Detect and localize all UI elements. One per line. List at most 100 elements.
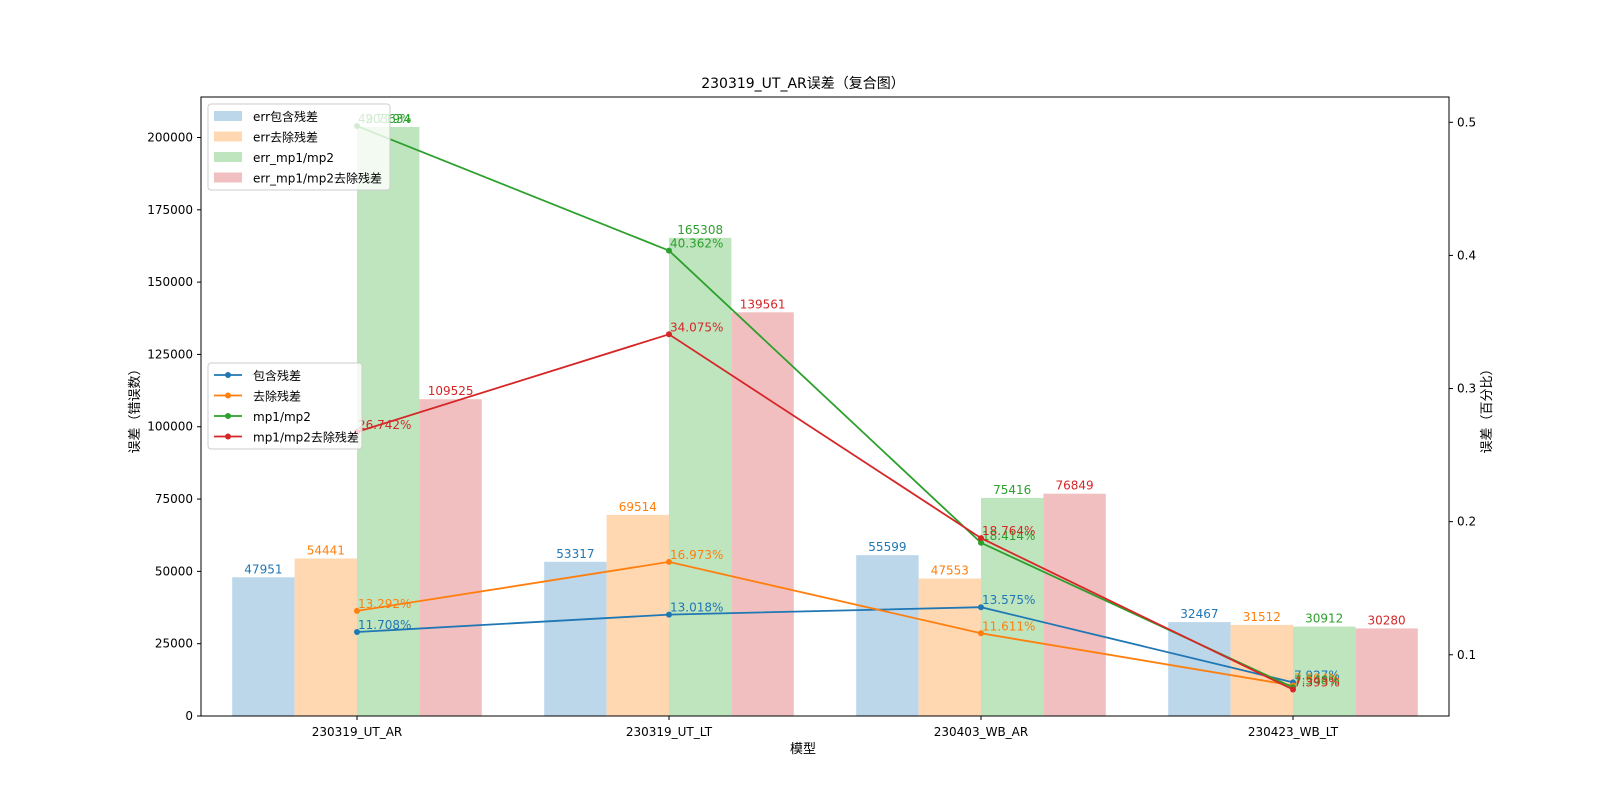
bar-1-3 [856, 555, 919, 716]
line-value-label: 13.575% [982, 593, 1035, 607]
bar-legend-label: err去除残差 [253, 130, 318, 145]
bar-2-3 [918, 578, 981, 716]
bar-legend-swatch [214, 111, 242, 121]
line-point-4-2 [666, 331, 672, 338]
bar-legend-label: err_mp1/mp2去除残差 [253, 171, 382, 186]
line-value-label: 40.362% [670, 237, 723, 251]
line-point-2-1 [354, 607, 360, 614]
y-tick-label: 125000 [147, 347, 193, 361]
line-point-1-3 [978, 604, 984, 611]
plot-area: 47951 53317 55599 32467 54441 69514 47553 31512… [147, 96, 1476, 739]
line-series-3 [356, 125, 1294, 689]
bar-value-label: 31512 [1243, 610, 1281, 624]
y2-tick-label: 0.3 [1457, 382, 1476, 396]
line-value-label: 13.292% [358, 597, 411, 611]
line-legend-marker [225, 413, 231, 419]
line-value-label: 18.764% [982, 524, 1035, 538]
bar-value-label: 139561 [740, 297, 786, 311]
bar-4-4 [1355, 628, 1418, 716]
line-point-1-1 [354, 629, 360, 635]
line-value-label: 11.611% [982, 619, 1035, 633]
bar-2-1 [294, 558, 357, 716]
bar-value-label: 165308 [677, 223, 723, 237]
bar-1-1 [232, 577, 295, 716]
bar-value-label: 69514 [619, 500, 657, 514]
line-legend-marker [225, 392, 231, 399]
x-tick-label: 230319_UT_AR [312, 725, 402, 739]
y-tick-label: 200000 [147, 130, 193, 144]
line-value-label: 16.973% [670, 548, 723, 562]
x-tick-label: 230319_UT_LT [626, 725, 713, 739]
bar-1-2 [544, 561, 607, 716]
y-tick-label: 100000 [147, 420, 193, 434]
bar-4-2 [731, 312, 794, 716]
line-point-4-4 [1290, 686, 1296, 693]
line-series-1 [356, 606, 1294, 684]
y-tick-label: 25000 [155, 637, 193, 651]
bar-value-label: 30280 [1368, 613, 1406, 627]
bar-value-label: 30912 [1305, 612, 1343, 626]
axes-frame [200, 96, 1450, 717]
line-legend-label: mp1/mp2 [253, 410, 311, 424]
line-value-label: 7.393% [1294, 676, 1340, 690]
y2-axis-label: 误差（百分比） [1480, 362, 1495, 453]
bar-legend-label: err包含残差 [253, 109, 318, 124]
line-point-2-3 [978, 630, 984, 637]
line-value-label: 7.694% [1294, 672, 1340, 686]
line-value-label: 34.075% [670, 320, 723, 334]
bar-legend-swatch [214, 152, 242, 162]
x-tick-label: 230423_WB_LT [1248, 725, 1339, 739]
bar-value-label: 47951 [244, 562, 282, 576]
y2-tick-label: 0.2 [1457, 515, 1476, 529]
chart-title: 230319_UT_AR误差（复合图） [701, 75, 905, 92]
line-point-3-2 [666, 247, 672, 254]
y-tick-label: 50000 [155, 564, 193, 578]
line-series-4 [356, 333, 1294, 691]
bar-value-label: 55599 [868, 540, 906, 554]
bar-legend-label: err_mp1/mp2 [253, 151, 334, 165]
y2-tick-label: 0.5 [1457, 115, 1476, 129]
line-legend-label: mp1/mp2去除残差 [253, 430, 359, 445]
bar-4-1 [419, 399, 482, 716]
line-legend-label: 包含残差 [253, 368, 301, 383]
bar-value-label: 32467 [1180, 607, 1218, 621]
bar-value-label: 47553 [931, 564, 969, 578]
bar-4-3 [1043, 493, 1106, 716]
y-tick-label: 0 [185, 709, 193, 723]
bar-value-label: 53317 [556, 547, 594, 561]
y2-tick-label: 0.4 [1457, 248, 1476, 262]
line-value-label: 7.927% [1294, 668, 1340, 682]
line-value-label: 18.414% [982, 529, 1035, 543]
line-value-label: 7.548% [1294, 673, 1340, 687]
x-axis-label: 模型 [790, 742, 816, 757]
line-value-label: 26.742% [358, 418, 411, 432]
line-series-2 [356, 560, 1294, 687]
line-point-1-2 [666, 611, 672, 618]
y-tick-label: 75000 [155, 492, 193, 506]
line-point-3-3 [978, 539, 984, 546]
bar-3-2 [669, 237, 732, 717]
y-tick-label: 175000 [147, 203, 193, 217]
line-value-label: 13.018% [670, 601, 723, 615]
bar-value-label: 75416 [993, 483, 1031, 497]
line-legend-marker [225, 433, 231, 440]
bar-legend-box [207, 103, 391, 191]
line-point-4-3 [978, 535, 984, 542]
bar-3-3 [981, 497, 1044, 716]
line-value-label: 11.708% [358, 618, 411, 632]
bar-legend-swatch [214, 131, 242, 142]
y-axis-label: 误差（错误数） [128, 362, 143, 453]
bar-legend-swatch [214, 172, 242, 183]
y2-tick-label: 0.1 [1457, 648, 1476, 662]
bar-value-label: 76849 [1056, 479, 1094, 493]
bar-value-label: 109525 [428, 384, 474, 398]
line-legend-marker [225, 372, 231, 378]
x-tick-label: 230403_WB_AR [934, 725, 1028, 739]
line-point-2-2 [666, 558, 672, 565]
bar-3-4 [1293, 626, 1356, 716]
bar-value-label: 54441 [307, 544, 345, 558]
line-legend-label: 去除残差 [253, 389, 301, 404]
y-tick-label: 150000 [147, 275, 193, 289]
line-legend-box [207, 362, 363, 450]
